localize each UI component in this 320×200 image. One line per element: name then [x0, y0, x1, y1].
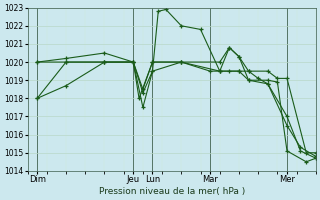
X-axis label: Pression niveau de la mer( hPa ): Pression niveau de la mer( hPa ): [99, 187, 245, 196]
